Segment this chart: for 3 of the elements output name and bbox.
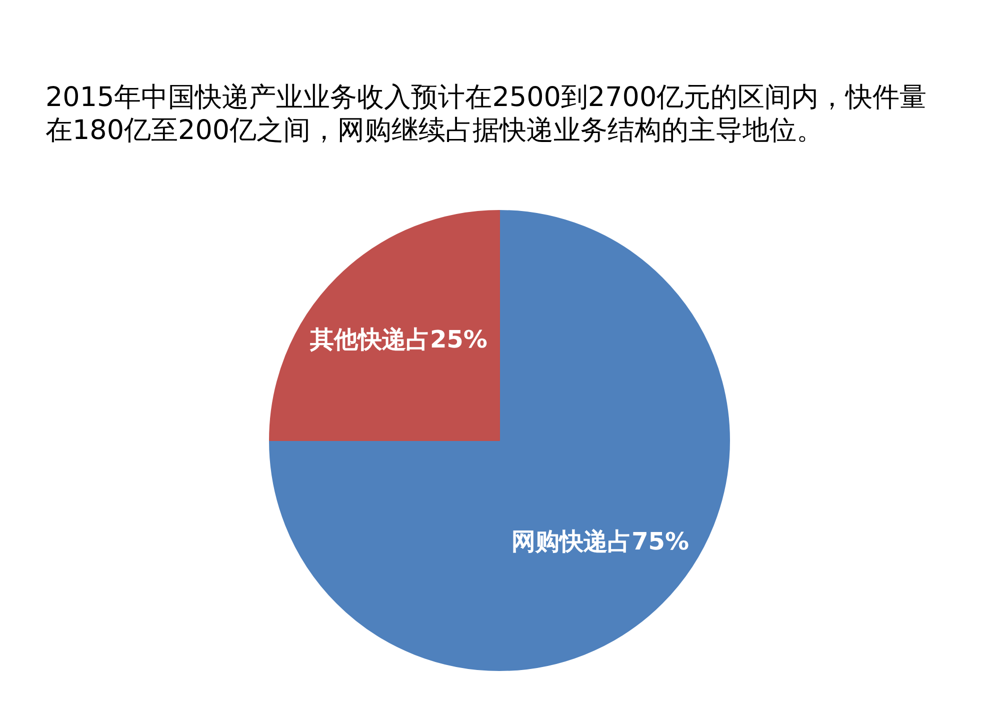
slice-label: 其他快递占25% — [308, 326, 488, 354]
chart-title: 2015年中国快递产业业务收入预计在2500到2700亿元的区间内，快件量在180亿至200亿之间，网购继续占据快递业务结构的主导地位。 — [46, 82, 927, 146]
slice-label: 网购快递占75% — [512, 527, 690, 556]
